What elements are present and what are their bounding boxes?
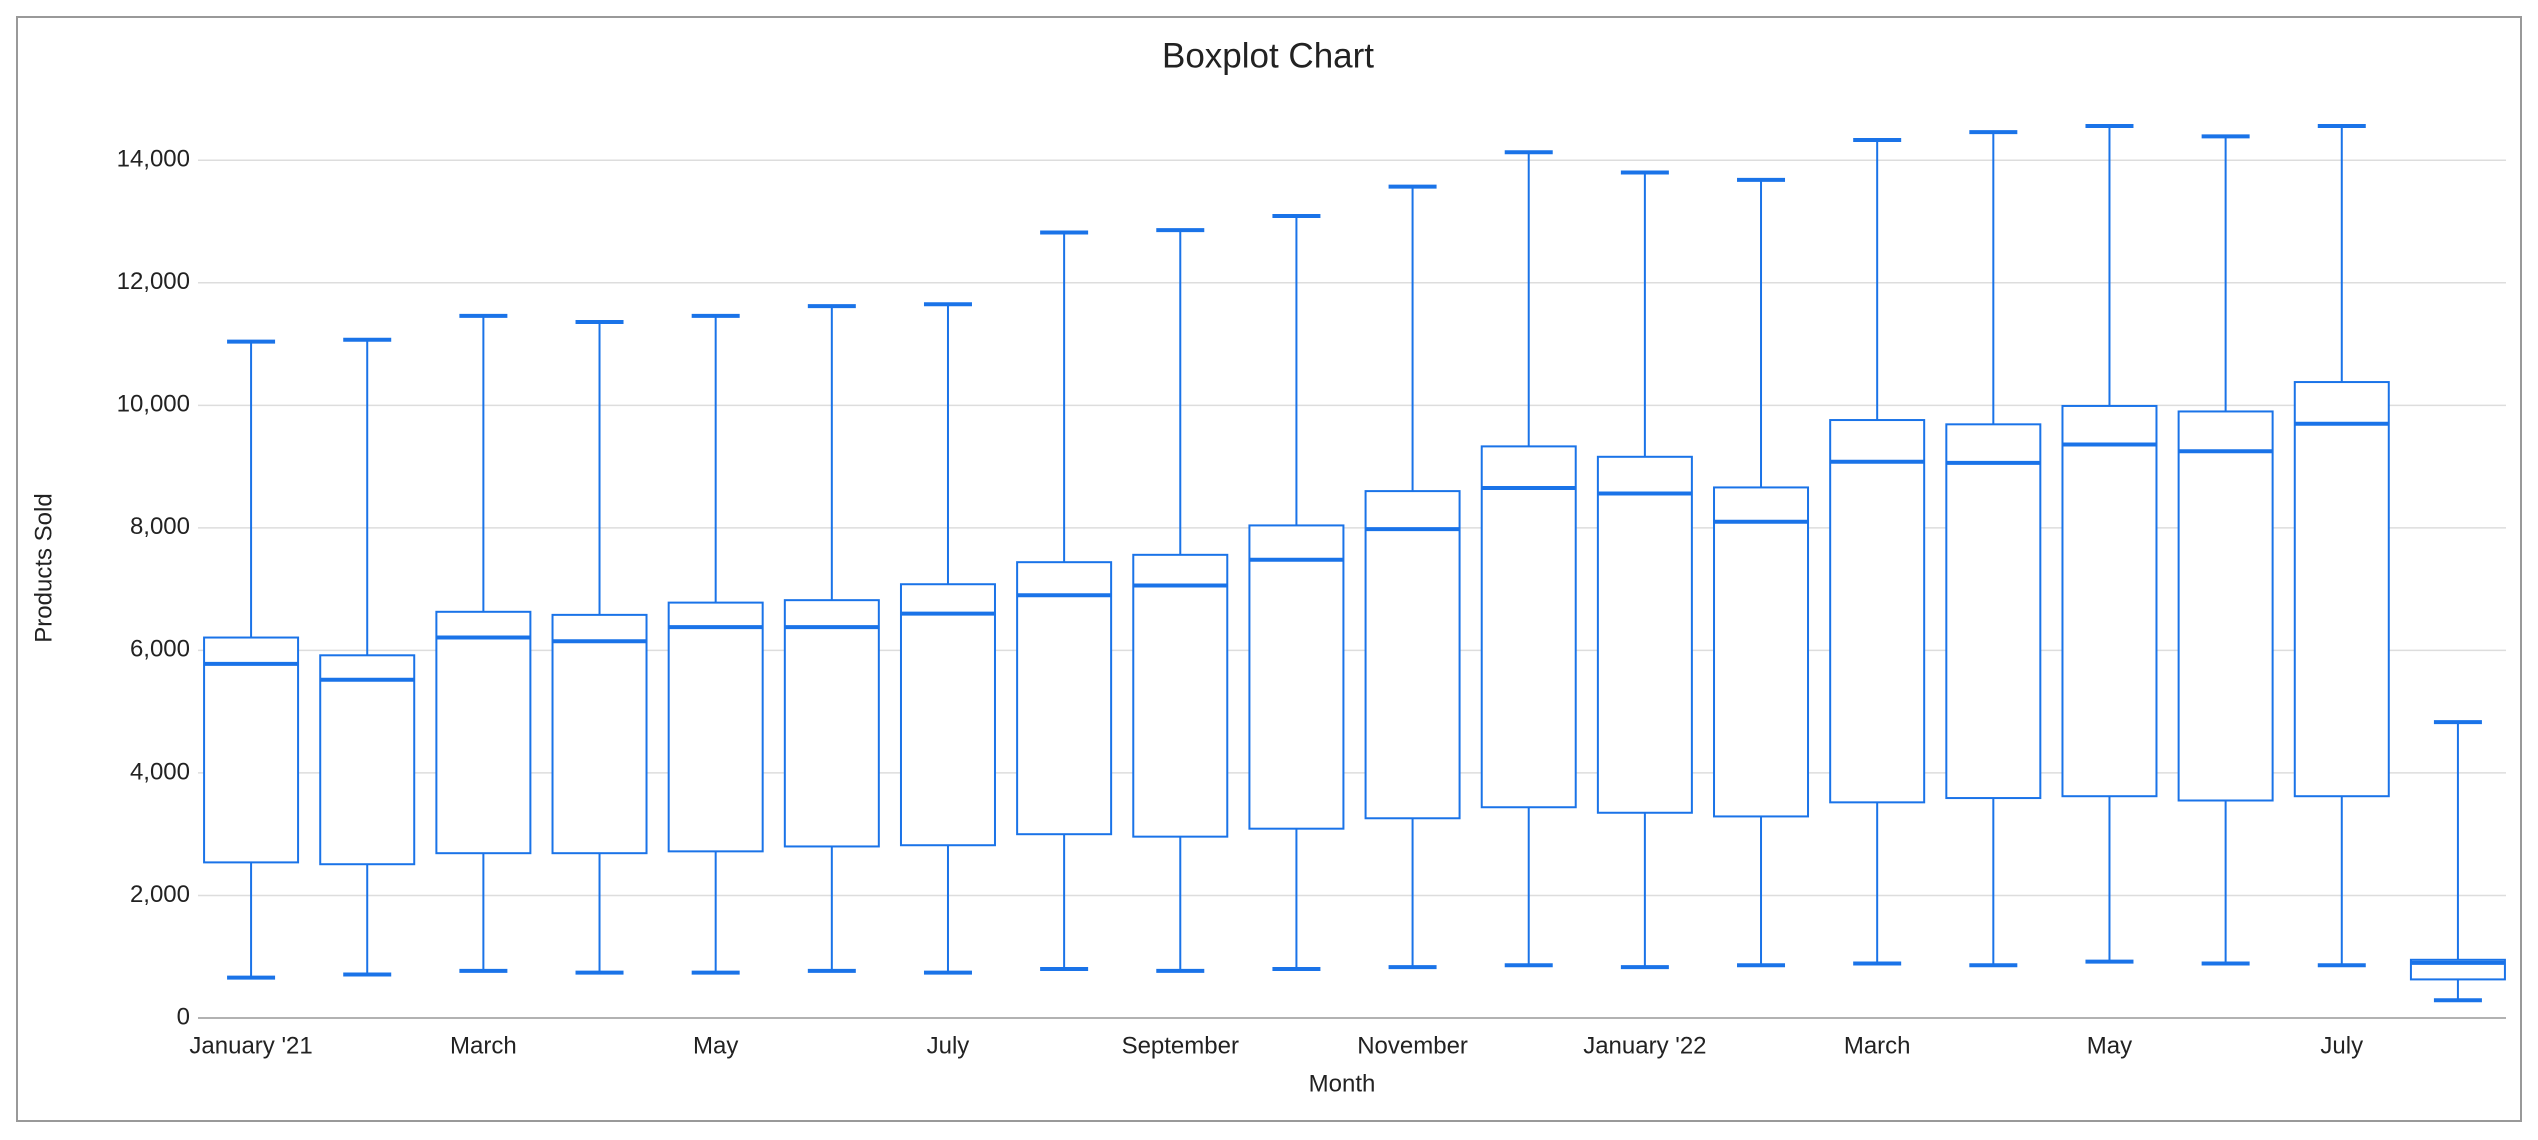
x-tick-label: January '22	[1583, 1032, 1706, 1059]
y-tick-label: 0	[177, 1003, 190, 1030]
x-tick-label: May	[2087, 1032, 2132, 1059]
x-tick-label: March	[1844, 1032, 1911, 1059]
box	[1248, 524, 1345, 830]
box	[319, 654, 416, 866]
y-tick-label: 4,000	[130, 758, 190, 785]
box	[1132, 553, 1229, 838]
x-tick-label: November	[1357, 1032, 1468, 1059]
box	[1596, 455, 1693, 814]
x-tick-label: March	[450, 1032, 517, 1059]
box	[1713, 486, 1810, 818]
box	[203, 636, 300, 864]
y-tick-label: 14,000	[117, 146, 190, 173]
box	[2177, 410, 2274, 802]
box	[1364, 490, 1461, 820]
x-axis-title: Month	[1309, 1070, 1376, 1097]
y-tick-label: 10,000	[117, 391, 190, 418]
x-tick-label: May	[693, 1032, 738, 1059]
box	[435, 610, 532, 855]
box	[1016, 561, 1113, 836]
box	[2293, 381, 2390, 798]
x-tick-label: July	[927, 1032, 970, 1059]
box	[551, 613, 648, 855]
box	[899, 583, 996, 847]
x-tick-label: September	[1122, 1032, 1239, 1059]
x-tick-label: July	[2320, 1032, 2363, 1059]
box	[667, 601, 764, 853]
y-tick-label: 8,000	[130, 513, 190, 540]
box	[1945, 423, 2042, 800]
box	[1480, 445, 1577, 809]
box	[2061, 404, 2158, 798]
y-tick-label: 6,000	[130, 636, 190, 663]
y-axis-title: Products Sold	[30, 493, 57, 642]
chart-title: Boxplot Chart	[1162, 36, 1374, 75]
x-tick-label: January '21	[189, 1032, 312, 1059]
y-tick-label: 12,000	[117, 268, 190, 295]
box	[783, 599, 880, 848]
y-tick-label: 2,000	[130, 881, 190, 908]
box	[1829, 419, 1926, 804]
